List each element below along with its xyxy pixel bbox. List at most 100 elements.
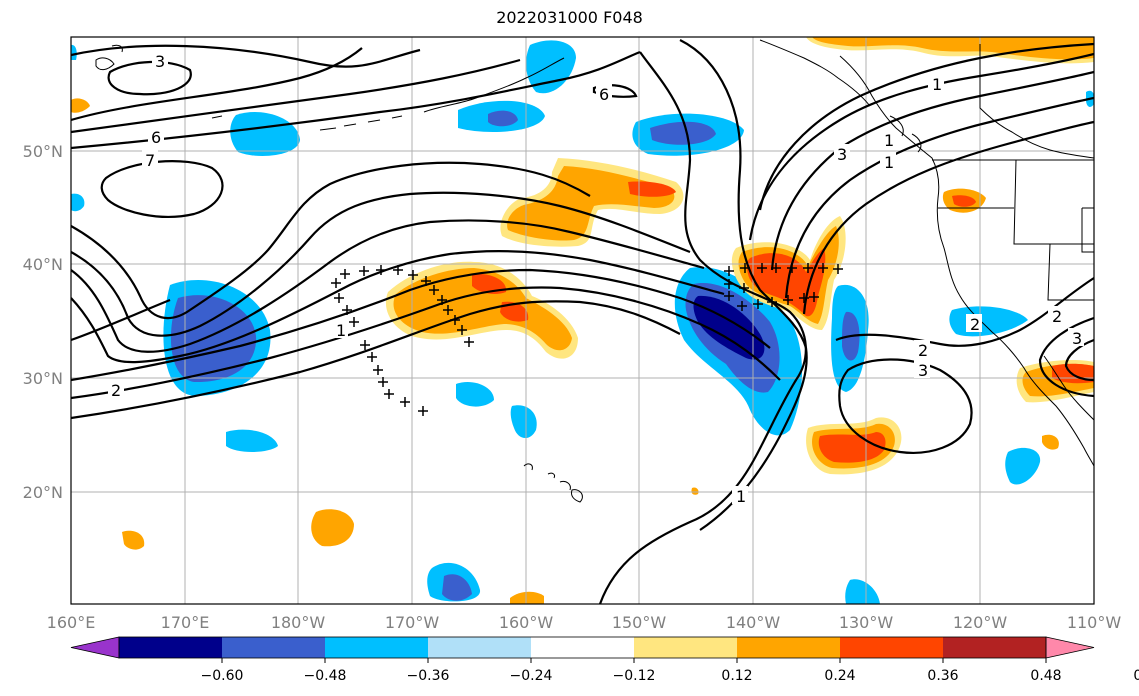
plus-marker — [429, 285, 439, 295]
longitude-labels: 160°E 170°E 180°W 170°W 160°W 150°W 140°… — [47, 613, 1122, 632]
lon-label: 110°W — [1067, 613, 1122, 632]
lon-label: 170°E — [161, 613, 210, 632]
colorbar-bin — [737, 637, 841, 658]
colorbar-tick-label: 0.12 — [721, 668, 752, 684]
contour-label: 1 — [736, 487, 746, 506]
contour-label: 7 — [145, 151, 155, 170]
plus-marker — [833, 264, 843, 274]
lon-label: 130°W — [839, 613, 894, 632]
colorbar-bin — [943, 637, 1047, 658]
plus-marker — [739, 283, 749, 293]
significance-markers — [331, 263, 843, 416]
coastlines — [95, 39, 1094, 503]
colorbar-tick-label: 0.24 — [824, 668, 855, 684]
contour-label: 3 — [155, 52, 165, 71]
contour-label: 2 — [970, 315, 980, 334]
colorbar-extend-low — [70, 636, 120, 659]
colorbar-bin — [840, 637, 944, 658]
plus-marker — [799, 293, 809, 303]
plus-marker — [400, 397, 410, 407]
map-panel: 3 6 6 7 1 2 1 3 1 1 2 3 2 2 — [71, 37, 1094, 604]
map-frame — [70, 36, 1095, 605]
contour-label: 2 — [111, 381, 121, 400]
plus-marker — [373, 365, 383, 375]
plus-marker — [457, 325, 467, 335]
plus-marker — [450, 315, 460, 325]
colorbar-tick-label: −0.60 — [201, 668, 244, 684]
colorbar-tick-label: −0.48 — [304, 668, 347, 684]
lon-label: 150°W — [612, 613, 667, 632]
plus-marker — [384, 389, 394, 399]
plus-marker — [783, 295, 793, 305]
plus-marker — [757, 263, 767, 273]
height-contours — [71, 39, 1094, 604]
plus-marker — [359, 266, 369, 276]
contour-label: 3 — [918, 361, 928, 380]
plus-marker — [393, 265, 403, 275]
contour-label: 1 — [336, 321, 346, 340]
colorbar-tick-label: −0.36 — [407, 668, 450, 684]
contour-label: 1 — [884, 153, 894, 172]
plus-marker — [818, 263, 828, 273]
colorbar-tick-label: 0.36 — [927, 668, 958, 684]
lon-label: 160°E — [47, 613, 96, 632]
latitude-labels: 50°N 40°N 30°N 20°N — [23, 142, 63, 502]
plus-marker — [342, 305, 352, 315]
lat-label: 30°N — [23, 369, 63, 388]
plus-marker — [334, 293, 344, 303]
plus-marker — [331, 278, 341, 288]
plus-marker — [421, 276, 431, 286]
contour-label: 3 — [837, 145, 847, 164]
plus-marker — [724, 291, 734, 301]
plus-marker — [737, 301, 747, 311]
lon-label: 120°W — [953, 613, 1008, 632]
contour-label: 1 — [884, 131, 894, 150]
colorbar-tick-label: 0.60 — [1133, 668, 1139, 684]
plus-marker — [803, 263, 813, 273]
contour-label: 6 — [599, 85, 609, 104]
plus-marker — [740, 263, 750, 273]
lon-label: 180°W — [271, 613, 326, 632]
plus-marker — [360, 340, 370, 350]
lat-label: 50°N — [23, 142, 63, 161]
colorbar-bin — [428, 637, 532, 658]
plus-marker — [378, 377, 388, 387]
plus-marker — [787, 263, 797, 273]
contour-label: 2 — [918, 341, 928, 360]
plus-marker — [408, 270, 418, 280]
plus-marker — [753, 299, 763, 309]
plus-marker — [767, 297, 777, 307]
contour-label: 2 — [1052, 307, 1062, 326]
plus-marker — [349, 317, 359, 327]
plus-marker — [443, 305, 453, 315]
contour-label: 3 — [1072, 329, 1082, 348]
colorbar-bin — [325, 637, 429, 658]
colorbar-tick-label: −0.12 — [613, 668, 656, 684]
plus-marker — [437, 295, 447, 305]
plus-marker — [809, 292, 819, 302]
plus-marker — [376, 265, 386, 275]
colorbar-bin — [531, 637, 635, 658]
lon-label: 170°W — [385, 613, 440, 632]
contour-labels: 3 6 6 7 1 2 1 3 1 1 2 3 2 2 — [108, 51, 1084, 506]
plus-marker — [724, 279, 734, 289]
plus-marker — [724, 266, 734, 276]
figure-title: 2022031000 F048 — [496, 8, 643, 27]
colorbar: −0.60 −0.48 −0.36 −0.24 −0.12 0.12 0.24 0.36 0.4… — [70, 636, 1139, 684]
colorbar-tick-label: −0.24 — [510, 668, 553, 684]
contour-label: 1 — [932, 75, 942, 94]
colorbar-bin — [634, 637, 738, 658]
plus-marker — [771, 263, 781, 273]
lon-label: 160°W — [499, 613, 554, 632]
lon-label: 140°W — [726, 613, 781, 632]
plus-marker — [464, 337, 474, 347]
plus-marker — [340, 269, 350, 279]
contour-label: 6 — [151, 128, 161, 147]
colorbar-tick-label: 0.48 — [1030, 668, 1061, 684]
colorbar-bin — [119, 637, 223, 658]
lat-label: 20°N — [23, 483, 63, 502]
colorbar-extend-high — [1045, 636, 1095, 659]
plus-marker — [367, 352, 377, 362]
colorbar-bin — [222, 637, 326, 658]
